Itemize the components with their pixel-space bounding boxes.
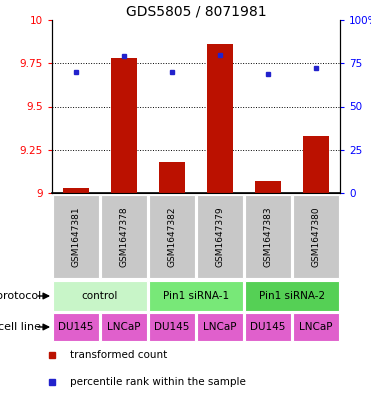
Bar: [245, 195, 291, 278]
Text: GSM1647379: GSM1647379: [216, 206, 224, 267]
Bar: [149, 195, 195, 278]
Bar: [293, 195, 339, 278]
Text: Pin1 siRNA-2: Pin1 siRNA-2: [259, 291, 325, 301]
Text: DU145: DU145: [154, 322, 190, 332]
Text: GSM1647381: GSM1647381: [72, 206, 81, 267]
Text: GSM1647378: GSM1647378: [119, 206, 128, 267]
Bar: [101, 313, 147, 341]
Title: GDS5805 / 8071981: GDS5805 / 8071981: [126, 5, 266, 19]
Text: cell line: cell line: [0, 322, 41, 332]
Bar: [197, 195, 243, 278]
Bar: [53, 281, 147, 311]
Text: GSM1647382: GSM1647382: [167, 206, 177, 267]
Bar: [149, 281, 243, 311]
Bar: [303, 136, 329, 193]
Text: GSM1647380: GSM1647380: [312, 206, 321, 267]
Bar: [149, 313, 195, 341]
Bar: [111, 58, 137, 193]
Text: DU145: DU145: [250, 322, 286, 332]
Text: DU145: DU145: [58, 322, 94, 332]
Bar: [245, 281, 339, 311]
Bar: [53, 195, 99, 278]
Bar: [293, 313, 339, 341]
Bar: [101, 195, 147, 278]
Bar: [159, 162, 185, 193]
Bar: [207, 44, 233, 193]
Text: control: control: [82, 291, 118, 301]
Bar: [197, 313, 243, 341]
Text: transformed count: transformed count: [70, 350, 168, 360]
Bar: [255, 181, 281, 193]
Bar: [245, 313, 291, 341]
Bar: [63, 188, 89, 193]
Text: LNCaP: LNCaP: [107, 322, 141, 332]
Text: protocol: protocol: [0, 291, 41, 301]
Text: GSM1647383: GSM1647383: [263, 206, 273, 267]
Text: LNCaP: LNCaP: [203, 322, 237, 332]
Text: Pin1 siRNA-1: Pin1 siRNA-1: [163, 291, 229, 301]
Text: percentile rank within the sample: percentile rank within the sample: [70, 377, 246, 387]
Text: LNCaP: LNCaP: [299, 322, 333, 332]
Bar: [53, 313, 99, 341]
